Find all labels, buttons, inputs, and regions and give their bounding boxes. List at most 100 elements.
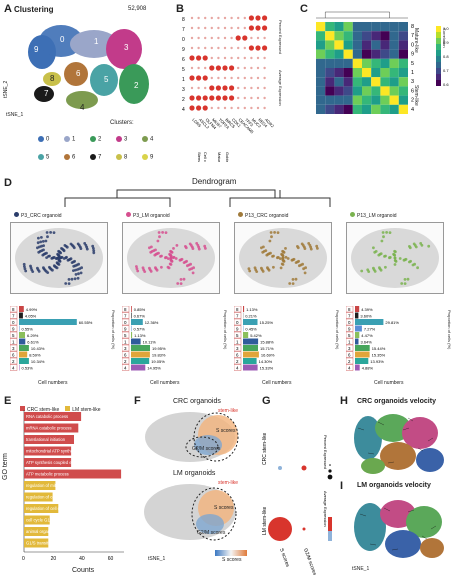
panel-b-dot bbox=[248, 25, 254, 31]
panel-e-term-label: translational initiation bbox=[26, 437, 66, 442]
panel-c-cell bbox=[316, 22, 326, 32]
panel-d-bar-label: 19.83% bbox=[152, 353, 166, 358]
panel-c-cell bbox=[380, 86, 390, 96]
panel-c-cell bbox=[389, 31, 399, 41]
svg-text:7: 7 bbox=[44, 89, 49, 98]
panel-c-cell bbox=[352, 40, 362, 50]
svg-text:2: 2 bbox=[134, 81, 139, 90]
panel-b-dot bbox=[250, 56, 253, 60]
panel-c-scale-tick: 0.7 bbox=[443, 68, 449, 73]
cluster-legend-dot bbox=[90, 154, 96, 161]
panel-d-bar-label: 29.81% bbox=[385, 320, 399, 325]
cluster-legend-dot bbox=[116, 136, 122, 143]
panel-c-cell bbox=[325, 22, 335, 32]
panel-d-bar-ylabel: Proportion of cells (%) bbox=[111, 310, 116, 350]
panel-d-row-label: 3 bbox=[12, 346, 15, 351]
panel-c-cell bbox=[325, 31, 335, 41]
panel-b-gene-label: CDK1 bbox=[231, 117, 243, 129]
cluster-legend-item: 0 bbox=[38, 136, 64, 143]
panel-d-bar bbox=[19, 364, 20, 371]
panel-d-bar bbox=[19, 351, 28, 358]
panel-d-bar bbox=[355, 358, 369, 364]
panel-d-row-box bbox=[234, 318, 242, 326]
panel-b-dot bbox=[217, 106, 220, 110]
panel-b-dot bbox=[215, 85, 221, 91]
panel-d-row-box bbox=[346, 312, 354, 319]
panel-c-scale-label: Correlation bbox=[442, 28, 447, 48]
panel-d-sample-text: P13_LM organoid bbox=[357, 213, 397, 219]
panel-c-cell bbox=[380, 95, 390, 105]
panel-e-legend-label: CRC stem-like bbox=[27, 407, 60, 413]
panel-d-sample-dot bbox=[14, 212, 19, 217]
panel-d-row-label: 1 bbox=[124, 340, 127, 345]
panel-f-lm-tsne bbox=[144, 484, 237, 541]
svg-text:4: 4 bbox=[80, 103, 85, 112]
panel-c-cell bbox=[325, 104, 335, 114]
panel-d-bar-label: 15.44% bbox=[372, 346, 386, 351]
panel-d-row-box bbox=[10, 357, 18, 365]
panel-d-bar-xlabel: Cell numbers bbox=[374, 380, 404, 386]
panel-c-cell bbox=[371, 40, 381, 50]
panel-c-cell bbox=[325, 40, 335, 50]
panel-c-cell bbox=[362, 86, 372, 96]
panel-b-dot bbox=[222, 95, 228, 101]
panel-g-legend-dot bbox=[329, 464, 331, 466]
panel-b-dot bbox=[197, 26, 200, 30]
panel-d-bar-label: 16.69% bbox=[261, 353, 275, 358]
panel-h-title: CRC organoids velocity bbox=[357, 398, 436, 405]
panel-d-bar bbox=[131, 338, 141, 345]
svg-text:1: 1 bbox=[94, 37, 99, 46]
panel-b-dot bbox=[189, 55, 195, 61]
panel-d-bar-ylabel: Proportion of cells (%) bbox=[335, 310, 340, 350]
panel-d-tsne-box bbox=[346, 222, 444, 294]
panel-c-scale-swatch bbox=[436, 68, 441, 74]
panel-c-cell bbox=[380, 49, 390, 59]
panel-d-bar bbox=[243, 319, 258, 325]
panel-e-legend-label: LM stem-like bbox=[72, 407, 101, 413]
panel-d-row-label: 3 bbox=[236, 346, 239, 351]
panel-d-row-label: 6 bbox=[236, 353, 239, 358]
panel-e-letter: E bbox=[4, 395, 12, 407]
panel-d-sample-dot bbox=[238, 212, 243, 217]
panel-b-legend-avg: Average Expression bbox=[278, 70, 283, 106]
panel-c-cell bbox=[371, 22, 381, 32]
panel-d-row-box bbox=[234, 312, 242, 319]
panel-e-xtick: 20 bbox=[51, 556, 57, 562]
cluster-legend-label: 1 bbox=[72, 137, 76, 143]
panel-d-row-box bbox=[346, 344, 354, 352]
panel-b-dot bbox=[230, 56, 233, 60]
panel-d-row-label: 1 bbox=[236, 340, 239, 345]
panel-d-bar bbox=[355, 364, 360, 371]
panel-c-cell bbox=[389, 104, 399, 114]
panel-d-row-box bbox=[234, 344, 242, 352]
panel-e-term-label: regulation of cell cycle G2/M phase tran… bbox=[26, 495, 110, 500]
panel-e-bar bbox=[24, 458, 72, 467]
panel-d-bar-label: 14.30% bbox=[259, 359, 273, 364]
panel-b-dot bbox=[237, 46, 240, 50]
panel-b-dot bbox=[263, 76, 266, 80]
panel-d-bar bbox=[131, 351, 150, 358]
cluster-legend-label: 3 bbox=[124, 137, 128, 143]
panel-d-row-box bbox=[122, 331, 130, 339]
panel-f-lm-s: S scores bbox=[214, 505, 234, 511]
panel-c-cell bbox=[316, 77, 326, 87]
panel-g-row-label: CRC stem-like bbox=[262, 433, 268, 465]
panel-b-dot bbox=[255, 25, 261, 31]
cluster-6-blob bbox=[64, 62, 88, 86]
panel-b-group-label: Cell cycle bbox=[203, 152, 208, 162]
panel-b-dot bbox=[255, 45, 261, 51]
panel-c-cell bbox=[380, 58, 390, 68]
panel-f-title-lm: LM organoids bbox=[173, 470, 216, 477]
panel-c-row-label: 0 bbox=[411, 42, 414, 48]
panel-b-row-label: 1 bbox=[182, 77, 185, 83]
panel-c-cell bbox=[334, 31, 344, 41]
panel-b-gene-label: AGR2 bbox=[264, 117, 275, 129]
panel-c-cell bbox=[398, 31, 408, 41]
panel-b-dot bbox=[189, 95, 195, 101]
panel-c-scale-swatch bbox=[436, 32, 441, 38]
panel-d-row-label: 9 bbox=[348, 327, 351, 332]
panel-d-bar-label: 4.47% bbox=[361, 333, 373, 338]
panel-f-lm-g2m: G2/M scores bbox=[197, 530, 226, 536]
panel-d-bar-xlabel: Cell numbers bbox=[38, 380, 68, 386]
panel-e-bar bbox=[24, 538, 49, 548]
